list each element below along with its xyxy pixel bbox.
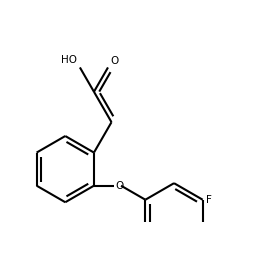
Text: O: O <box>115 181 123 191</box>
Text: F: F <box>206 195 212 205</box>
Text: HO: HO <box>61 55 77 66</box>
Text: O: O <box>110 56 118 67</box>
